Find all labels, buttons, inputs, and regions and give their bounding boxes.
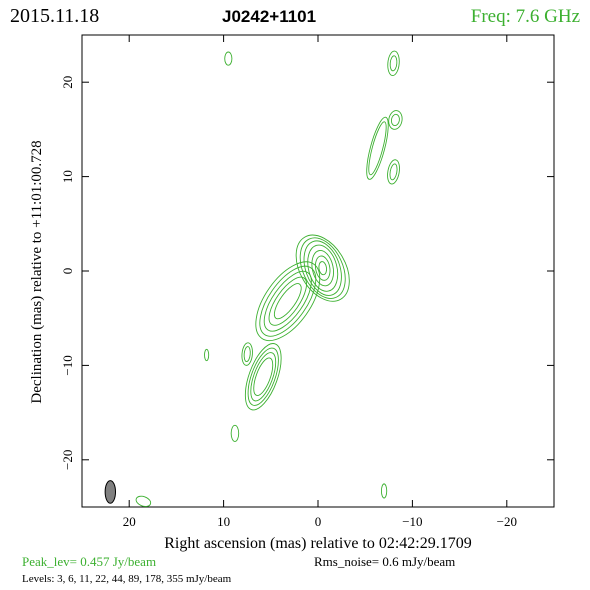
contour-level bbox=[273, 283, 302, 320]
contour-level bbox=[388, 110, 403, 130]
y-axis-label: Declination (mas) relative to +11:01:00.… bbox=[29, 140, 45, 403]
contour-sw-knot bbox=[244, 343, 282, 411]
contour-level bbox=[250, 352, 277, 402]
x-axis-label: Right ascension (mas) relative to 02:42:… bbox=[164, 535, 472, 552]
contour-ne-knot-1 bbox=[388, 110, 403, 130]
contour-level bbox=[224, 51, 233, 66]
contour-core bbox=[295, 234, 350, 302]
contour-inner-jet bbox=[255, 261, 321, 341]
y-tick-label: 10 bbox=[60, 170, 75, 183]
y-tick-label: 20 bbox=[60, 76, 75, 89]
plot-frame bbox=[81, 34, 555, 508]
contour-level bbox=[299, 237, 346, 299]
contour-level bbox=[243, 346, 251, 363]
contour-level bbox=[380, 483, 388, 499]
contour-level bbox=[368, 121, 387, 176]
contour-level bbox=[259, 265, 317, 337]
source-name: J0242+1101 bbox=[222, 7, 316, 26]
x-tick-label: 10 bbox=[217, 514, 230, 529]
peak-level: Peak_lev= 0.457 Jy/beam bbox=[22, 554, 156, 569]
contour-level bbox=[366, 116, 389, 180]
y-tick-label: 0 bbox=[60, 268, 75, 275]
x-tick-label: −20 bbox=[497, 514, 517, 529]
frequency-label: Freq: 7.6 GHz bbox=[471, 6, 580, 27]
observation-date: 2015.11.18 bbox=[10, 5, 99, 27]
contour-noise-4 bbox=[380, 483, 388, 499]
contour-ne-knot-3 bbox=[387, 50, 400, 77]
contour-level bbox=[263, 270, 312, 332]
contour-level bbox=[241, 342, 253, 366]
contour-level bbox=[303, 240, 342, 296]
contour-level bbox=[387, 159, 400, 185]
axis-ticks: 20 10 0 −10 −20 −20 −10 0 10 20 bbox=[60, 35, 554, 529]
y-tick-label: −10 bbox=[60, 355, 75, 375]
contour-level bbox=[135, 495, 152, 507]
y-tick-label: −20 bbox=[60, 450, 75, 470]
contour-level bbox=[204, 348, 210, 362]
contour-ne-jet bbox=[366, 116, 389, 180]
contour-level bbox=[389, 163, 398, 181]
contour-level bbox=[230, 424, 240, 442]
contour-level bbox=[295, 234, 350, 302]
contour-level bbox=[387, 50, 400, 77]
contour-level bbox=[311, 250, 334, 287]
contour-level bbox=[318, 261, 328, 276]
contour-level bbox=[307, 244, 339, 292]
x-tick-label: 0 bbox=[315, 514, 322, 529]
contour-levels: Levels: 3, 6, 11, 22, 44, 89, 178, 355 m… bbox=[22, 573, 232, 585]
beam-ellipse bbox=[104, 480, 117, 504]
contour-level bbox=[253, 357, 274, 396]
contour-noise-5 bbox=[135, 495, 152, 507]
rms-noise: Rms_noise= 0.6 mJy/beam bbox=[314, 554, 455, 569]
contour-ne-knot-2 bbox=[387, 159, 400, 185]
x-tick-label: 20 bbox=[123, 514, 136, 529]
contour-level bbox=[389, 55, 398, 72]
contour-sw-knot-2 bbox=[241, 342, 253, 366]
contour-noise-1 bbox=[224, 51, 233, 66]
contour-level bbox=[255, 261, 321, 341]
contour-level bbox=[247, 347, 279, 406]
beam-layer bbox=[104, 480, 117, 504]
contour-level bbox=[244, 343, 282, 411]
contour-level bbox=[268, 276, 307, 326]
contour-noise-2 bbox=[204, 348, 210, 362]
x-tick-label: −10 bbox=[402, 514, 422, 529]
contour-level bbox=[314, 255, 331, 281]
contour-noise-3 bbox=[230, 424, 240, 442]
contour-layer bbox=[135, 50, 403, 507]
contour-level bbox=[390, 113, 400, 127]
